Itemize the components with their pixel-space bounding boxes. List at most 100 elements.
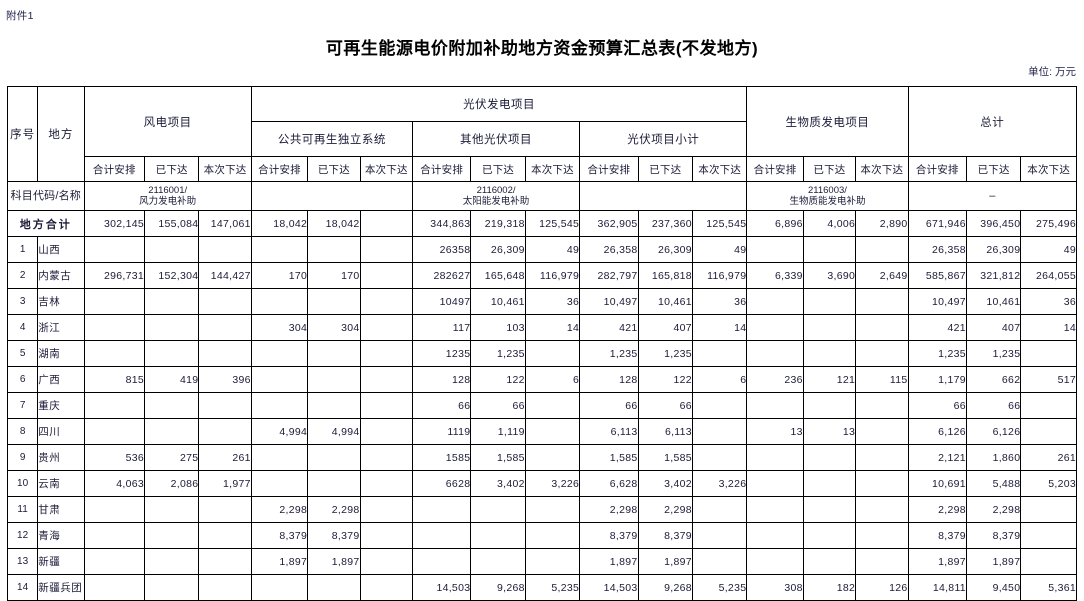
row-index: 7 — [6, 392, 39, 419]
subject-code-biomass-number: 2116003/ — [807, 184, 847, 196]
row-cell-16: 66 — [965, 392, 1022, 419]
row-region-name: 内蒙古 — [37, 262, 85, 289]
row-cell-9: 2,298 — [579, 496, 639, 523]
grand-total-cell-8: 125,545 — [524, 210, 581, 237]
row-region-name: 重庆 — [37, 392, 85, 419]
grand-total-cell-2: 147,061 — [198, 210, 252, 237]
row-cell-10: 9,268 — [637, 574, 693, 601]
row-cell-4: 304 — [307, 314, 361, 341]
table-row: 1 山西 26358 26,309 49 26,358 26,309 49 26,358 26,3… — [6, 236, 1077, 263]
row-cell-17 — [1020, 418, 1077, 445]
row-cell-2 — [198, 314, 252, 341]
grand-total-cell-10: 237,360 — [637, 210, 693, 237]
row-cell-7: 122 — [470, 366, 526, 393]
row-cell-7: 26,309 — [470, 236, 526, 263]
table-row: 4 浙江 304 304 117 103 14 421 407 14 421 407 14 — [6, 314, 1077, 341]
header-leaf-wind-issued: 已下达 — [143, 156, 200, 182]
row-region-name: 贵州 — [37, 444, 85, 471]
row-cell-12: 236 — [746, 366, 804, 393]
row-cell-9: 66 — [579, 392, 639, 419]
row-cell-15: 10,691 — [907, 470, 967, 497]
row-cell-13: 182 — [802, 574, 857, 601]
row-cell-4 — [307, 366, 361, 393]
row-cell-8: 36 — [524, 288, 581, 315]
row-cell-17 — [1020, 340, 1077, 367]
row-region-name: 新疆 — [37, 548, 85, 575]
row-cell-3 — [250, 574, 309, 601]
row-cell-13: 121 — [802, 366, 857, 393]
table-row: 5 湖南 1235 1,235 1,235 1,235 1,235 1,235 — [6, 340, 1077, 367]
row-cell-13 — [802, 444, 857, 471]
row-cell-3: 170 — [250, 262, 309, 289]
row-cell-8 — [524, 522, 581, 549]
row-cell-16: 2,298 — [965, 496, 1022, 523]
row-cell-17 — [1020, 392, 1077, 419]
row-cell-10: 1,235 — [637, 340, 693, 367]
row-index: 5 — [6, 340, 39, 367]
header-row-top: 序号 地方 风电项目 光伏发电项目 生物质发电项目 总计 — [6, 86, 1078, 182]
row-region-name: 湖南 — [37, 340, 85, 367]
row-cell-11: 14 — [691, 314, 748, 341]
row-cell-10: 122 — [637, 366, 693, 393]
row-cell-17 — [1020, 522, 1077, 549]
row-cell-12 — [746, 392, 804, 419]
header-leaf-other-solar-issued: 已下达 — [470, 156, 526, 182]
row-cell-16: 6,126 — [965, 418, 1022, 445]
header-row-leaf: 合计安排 已下达 本次下达 合计安排 已下达 本次下达 合计安排 已下达 本次下… — [8, 156, 1077, 182]
row-cell-5 — [359, 262, 413, 289]
row-region-name: 浙江 — [37, 314, 85, 341]
row-cell-14 — [855, 314, 909, 341]
row-index: 3 — [6, 288, 39, 315]
row-cell-5 — [359, 522, 413, 549]
header-group-total: 总计 — [907, 86, 1078, 157]
row-cell-17: 14 — [1020, 314, 1077, 341]
row-index: 10 — [6, 470, 39, 497]
row-cell-3: 8,379 — [250, 522, 309, 549]
row-cell-11: 49 — [691, 236, 748, 263]
row-cell-15: 66 — [907, 392, 967, 419]
row-cell-13 — [802, 496, 857, 523]
header-subgroup-public-renewable: 公共可再生独立系统 — [250, 121, 413, 157]
row-cell-7: 66 — [470, 392, 526, 419]
header-leaf-biomass-total-arranged: 合计安排 — [746, 156, 804, 182]
header-leaf-wind-current: 本次下达 — [198, 156, 252, 182]
row-cell-7: 10,461 — [470, 288, 526, 315]
row-cell-5 — [359, 548, 413, 575]
header-leaf-other-solar-total-arranged: 合计安排 — [411, 156, 472, 182]
header-leaf-grand-current: 本次下达 — [1020, 156, 1077, 182]
row-cell-13 — [802, 236, 857, 263]
row-cell-10: 165,818 — [637, 262, 693, 289]
row-cell-8 — [524, 444, 581, 471]
row-cell-3 — [250, 366, 309, 393]
row-cell-7 — [470, 496, 526, 523]
row-cell-17 — [1020, 548, 1077, 575]
subject-code-wind: 2116001/ 风力发电补助 — [83, 181, 252, 211]
grand-total-cell-11: 125,545 — [691, 210, 748, 237]
header-leaf-biomass-issued: 已下达 — [802, 156, 857, 182]
row-cell-0 — [83, 548, 146, 575]
subject-code-solar-number: 2116002/ — [476, 184, 516, 196]
row-cell-17: 5,203 — [1020, 470, 1077, 497]
row-cell-1 — [143, 314, 200, 341]
row-cell-9: 1,897 — [579, 548, 639, 575]
unit-note: 单位: 万元 — [1028, 66, 1076, 78]
row-cell-4 — [307, 574, 361, 601]
row-cell-13: 13 — [802, 418, 857, 445]
row-cell-9: 6,628 — [579, 470, 639, 497]
grand-total-cell-13: 4,006 — [802, 210, 857, 237]
row-index: 12 — [6, 522, 39, 549]
subject-code-biomass-name: 生物质能发电补助 — [789, 196, 866, 207]
table-body: 科目代码/名称 2116001/ 风力发电补助 2116002/ 太阳能发电补助… — [6, 181, 1078, 601]
row-cell-8 — [524, 418, 581, 445]
header-leaf-wind-total-arranged: 合计安排 — [83, 156, 146, 182]
row-cell-7: 1,235 — [470, 340, 526, 367]
row-cell-0 — [83, 392, 146, 419]
row-cell-2 — [198, 392, 252, 419]
row-region-name: 四川 — [37, 418, 85, 445]
row-cell-6: 128 — [411, 366, 472, 393]
grand-total-cell-7: 219,318 — [470, 210, 526, 237]
row-cell-14 — [855, 496, 909, 523]
row-cell-5 — [359, 444, 413, 471]
row-cell-12 — [746, 522, 804, 549]
row-cell-15: 2,121 — [907, 444, 967, 471]
